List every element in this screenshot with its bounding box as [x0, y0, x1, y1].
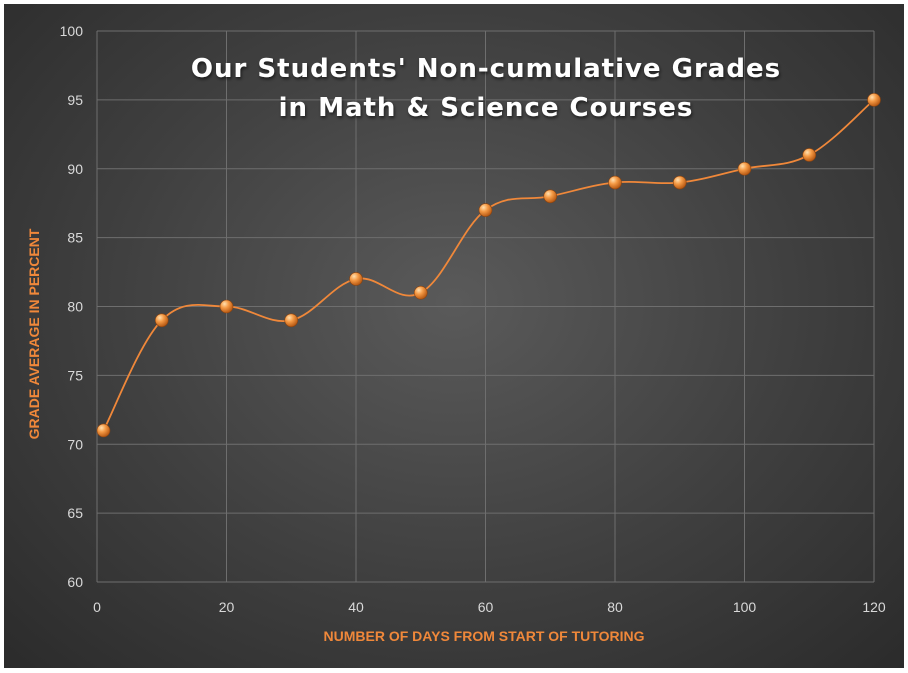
y-tick-label: 100 — [60, 23, 84, 39]
data-point — [802, 148, 817, 162]
chart-area: 60 65 70 75 80 85 90 95 100 0 20 40 60 80 100 120 Our S… — [4, 4, 904, 668]
data-point — [219, 299, 234, 314]
x-tick-label: 20 — [219, 599, 235, 615]
y-tick-label: 80 — [67, 299, 83, 315]
data-point — [349, 272, 363, 286]
x-tick-label: 60 — [478, 599, 494, 615]
chart-title-line-2: in Math & Science Courses — [279, 93, 694, 123]
gridlines — [96, 30, 875, 583]
y-tick-label: 70 — [67, 436, 83, 452]
data-point — [543, 189, 558, 204]
series-line — [102, 99, 875, 431]
line-chart: 60 65 70 75 80 85 90 95 100 0 20 40 60 80 100 120 Our S… — [26, 23, 886, 644]
data-point — [284, 313, 299, 328]
y-tick-label: 85 — [67, 230, 83, 246]
y-tick-label: 65 — [67, 505, 83, 521]
y-tick-label: 90 — [67, 161, 83, 177]
x-tick-label: 120 — [862, 599, 886, 615]
chart-title-line-1: Our Students' Non-cumulative Grades — [191, 54, 781, 84]
data-point — [737, 161, 752, 176]
data-point — [478, 203, 493, 217]
x-tick-label: 0 — [93, 599, 101, 615]
data-point — [154, 313, 169, 328]
x-axis-title: NUMBER OF DAYS FROM START OF TUTORING — [324, 628, 645, 644]
data-point — [867, 93, 881, 107]
x-tick-label: 100 — [733, 599, 757, 615]
y-tick-label: 75 — [67, 367, 83, 383]
data-point — [672, 175, 687, 190]
data-point — [608, 175, 622, 190]
y-tick-label: 95 — [67, 92, 83, 108]
x-tick-label: 80 — [607, 599, 623, 615]
x-tick-label: 40 — [348, 599, 364, 615]
data-point — [413, 285, 428, 300]
y-axis-title: GRADE AVERAGE IN PERCENT — [26, 228, 42, 439]
data-point — [96, 423, 111, 438]
data-points — [96, 93, 881, 438]
tick-labels: 60 65 70 75 80 85 90 95 100 0 20 40 60 80 100 120 — [60, 23, 886, 615]
y-tick-label: 60 — [67, 574, 83, 590]
